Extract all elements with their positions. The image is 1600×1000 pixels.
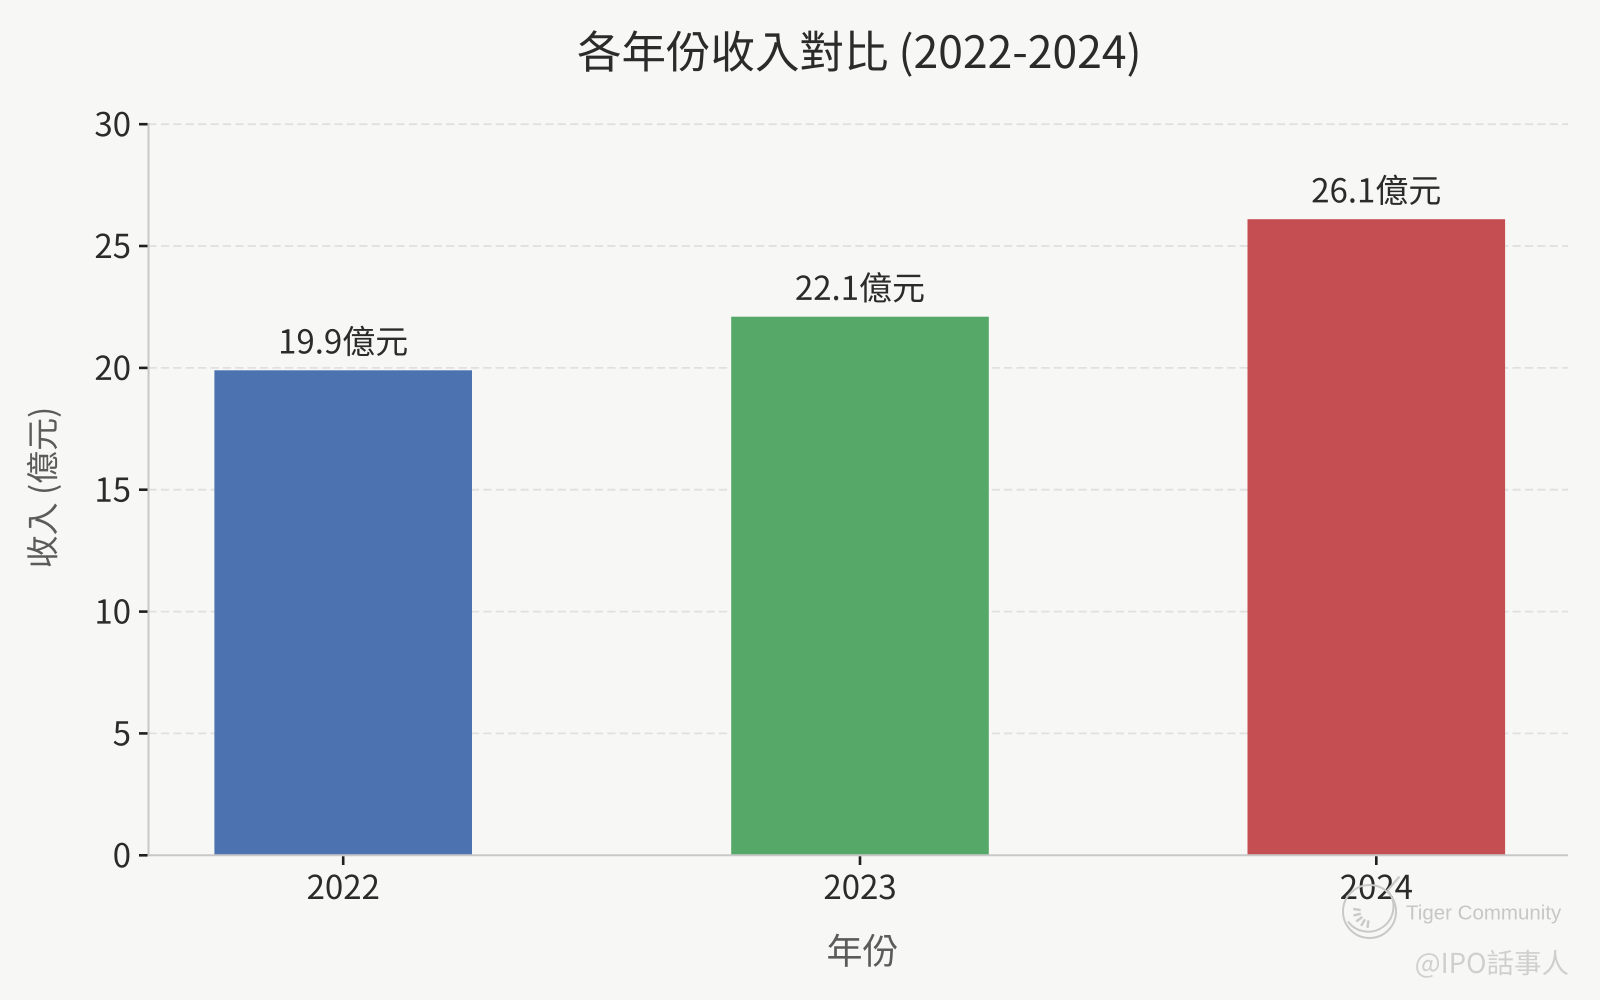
svg-text:Tiger Community: Tiger Community [1406,902,1562,925]
